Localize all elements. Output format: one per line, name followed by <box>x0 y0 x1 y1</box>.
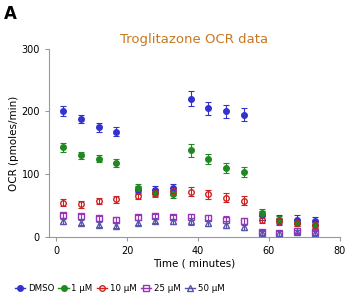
Title: Troglitazone OCR data: Troglitazone OCR data <box>120 33 268 46</box>
Text: A: A <box>4 5 16 22</box>
Legend: DMSO, 1 µM, 10 µM, 25 µM, 50 µM: DMSO, 1 µM, 10 µM, 25 µM, 50 µM <box>11 281 228 297</box>
X-axis label: Time ( minutes): Time ( minutes) <box>153 259 235 269</box>
Y-axis label: OCR (pmoles/min): OCR (pmoles/min) <box>9 95 19 191</box>
